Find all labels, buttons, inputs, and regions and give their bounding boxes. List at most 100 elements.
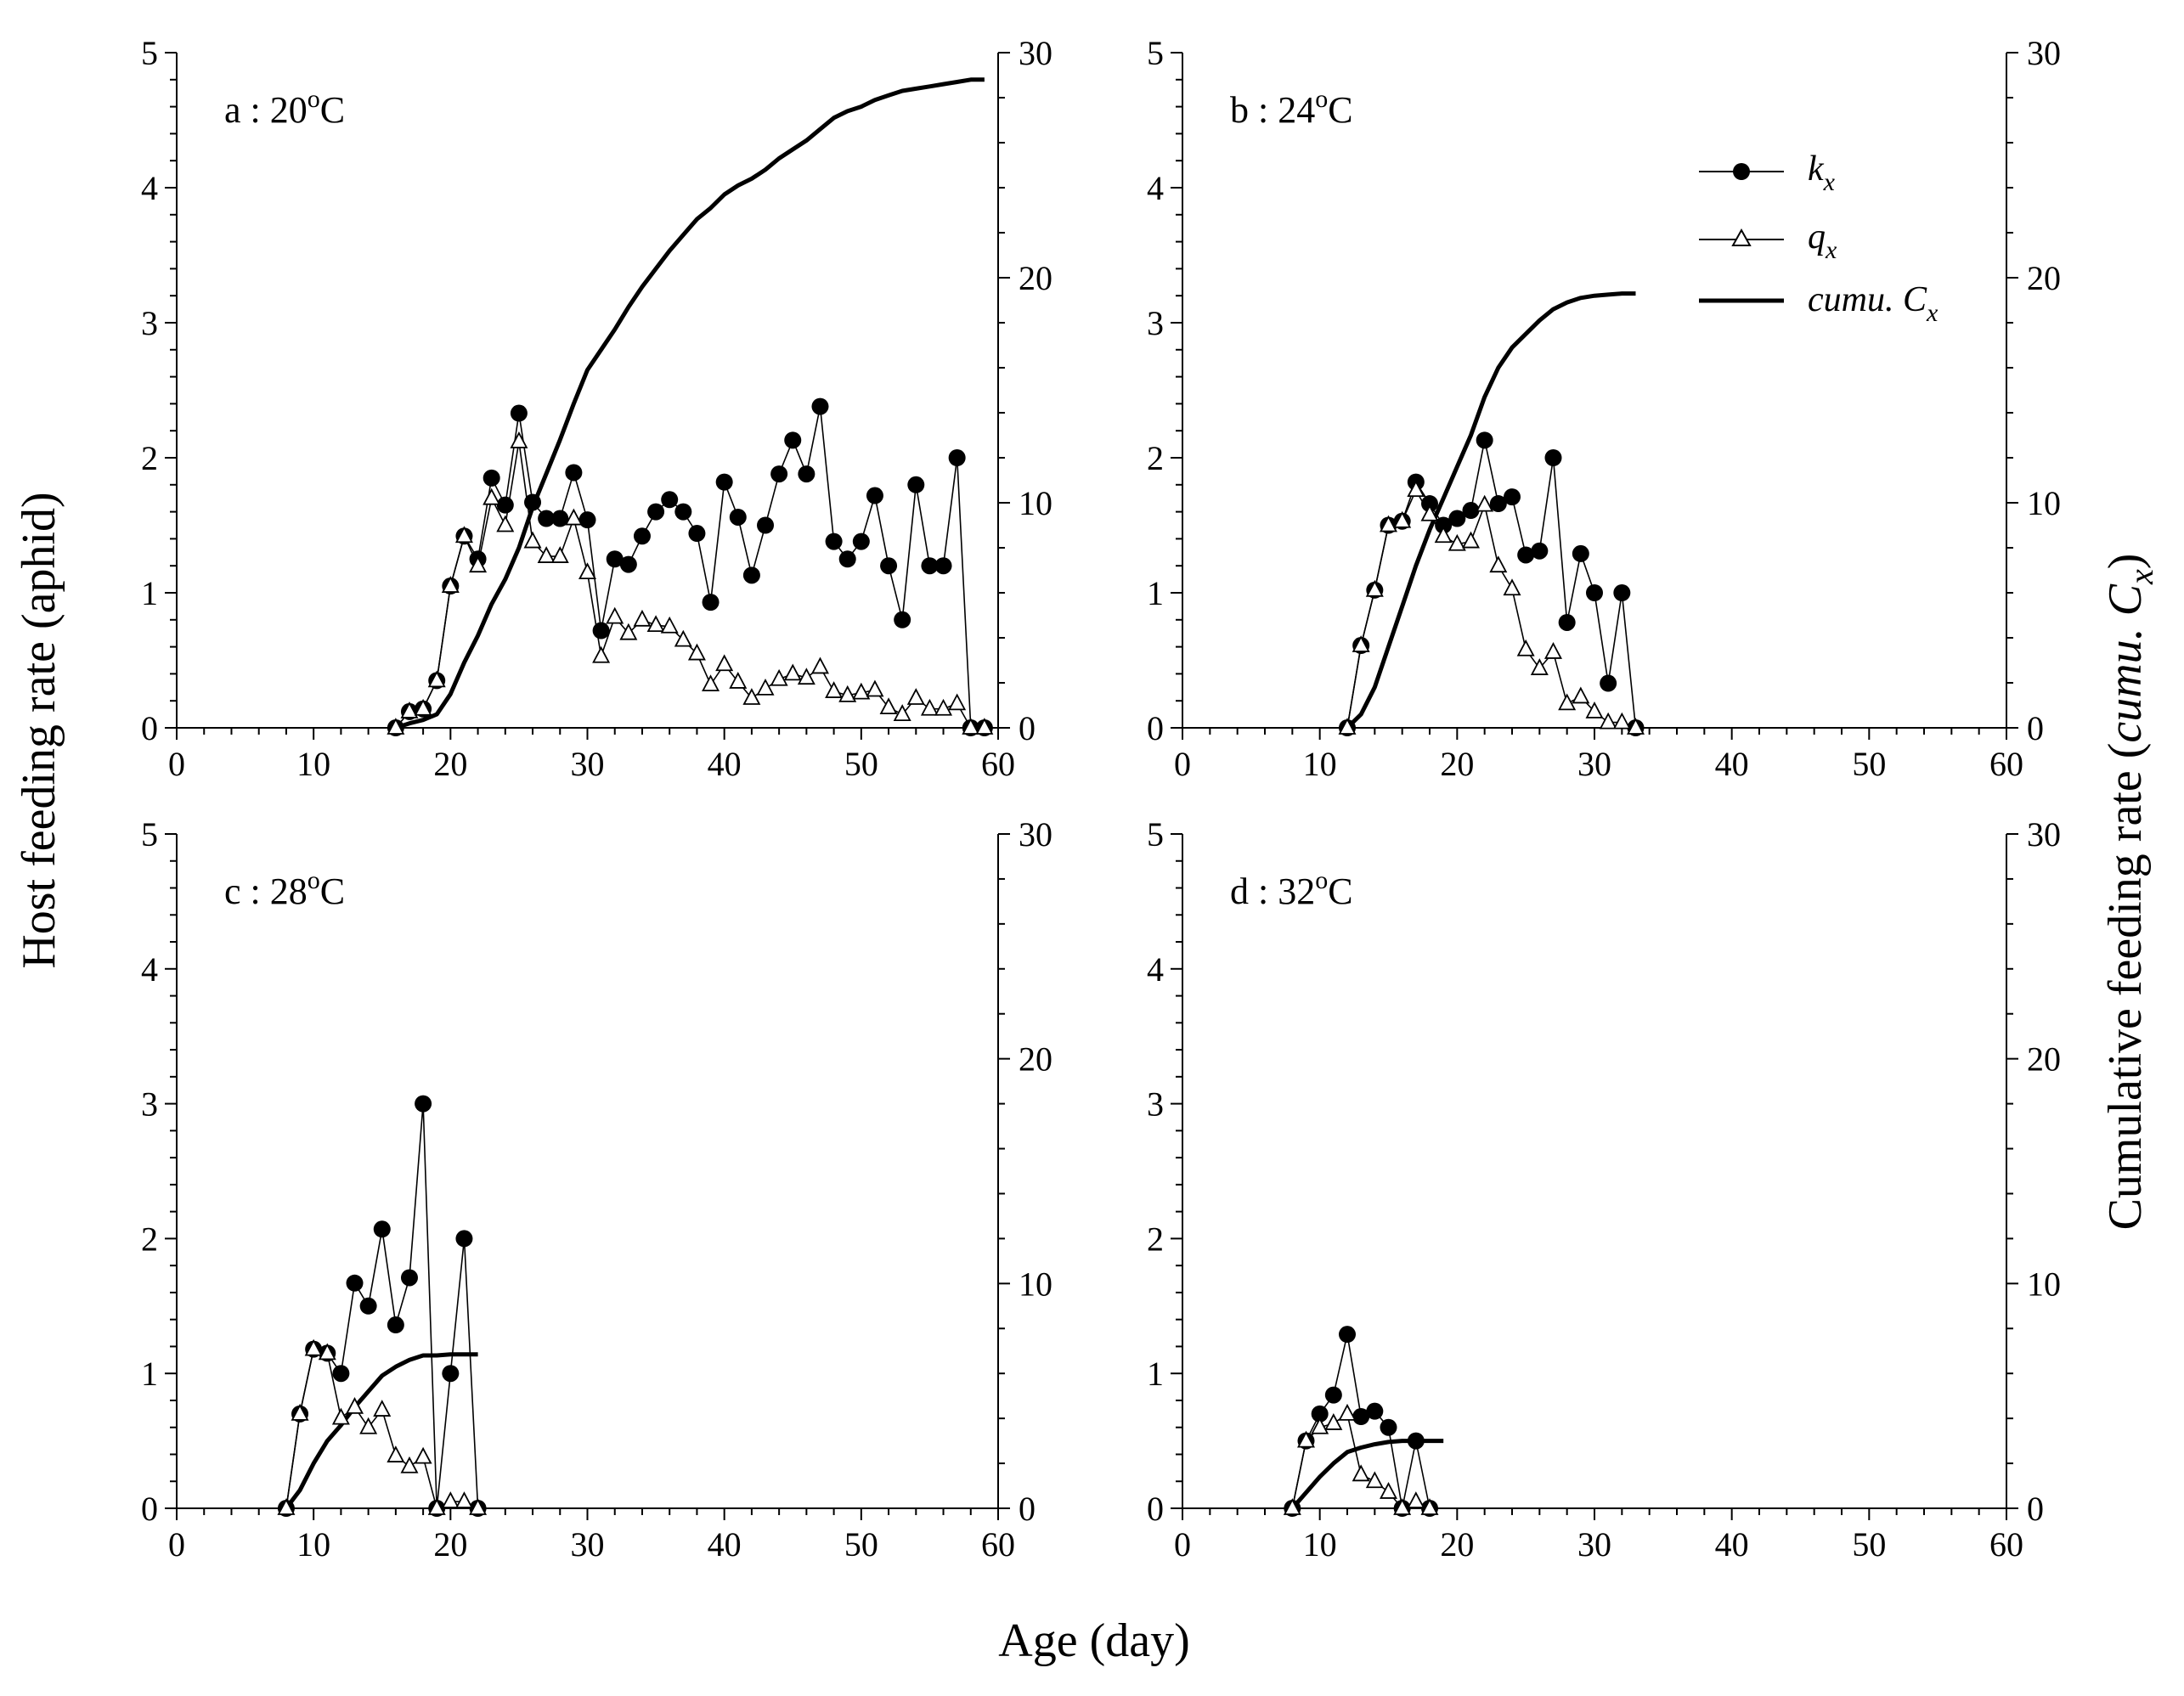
panel-b-qx-point — [1365, 579, 1384, 597]
panel-b-qx-point — [1462, 531, 1480, 549]
panel-a-qx-point — [742, 688, 761, 705]
panel-a-qx-point — [674, 629, 692, 647]
panel-b-y-tick-label-left: 3 — [1147, 304, 1164, 342]
panel-b-y-tick-label-right: 20 — [2027, 259, 2061, 297]
panel-b-kx-point — [1448, 510, 1466, 527]
panel-c-kx-point — [359, 1297, 377, 1315]
panel-c-x-tick-label: 50 — [844, 1525, 878, 1564]
panel-a-kx-point — [619, 555, 637, 573]
panel-a-kx-point — [551, 510, 569, 527]
panel-b-kx-point — [1421, 495, 1438, 513]
panel-b-x-tick-label: 0 — [1174, 745, 1191, 783]
panel-b-y-tick-label-right: 10 — [2027, 484, 2061, 522]
panel-b-qx-point — [1489, 555, 1508, 573]
panel-a-x-tick-label: 50 — [844, 745, 878, 783]
panel-a-kx-point — [880, 557, 898, 575]
panel-a-kx-point — [838, 550, 856, 568]
panel-b-qx-point — [1585, 701, 1604, 718]
panel-a-qx-point — [962, 718, 980, 735]
panel-b-qx-point — [1380, 515, 1397, 532]
panel-a-qx-point — [770, 668, 788, 686]
panel-a-kx-point — [715, 473, 733, 491]
panel-a-qx-point — [523, 531, 542, 549]
panel-b-y-tick-label-left: 5 — [1147, 34, 1164, 72]
panel-a-x-tick-label: 40 — [708, 745, 742, 783]
panel-b-kx-point — [1504, 488, 1521, 506]
panel-c-y-tick-label-left: 0 — [141, 1490, 158, 1528]
panel-d-y-tick-label-left: 5 — [1147, 815, 1164, 854]
panel-a-qx-point — [810, 656, 829, 674]
panel-c-qx-point — [441, 1491, 460, 1508]
panel-d-kx-point — [1407, 1432, 1425, 1450]
panel-d-qx-point — [1338, 1403, 1357, 1421]
panel-a-qx-point — [920, 698, 939, 716]
panel-c-cumu-line — [284, 1352, 478, 1510]
panel-a-kx-point — [510, 404, 528, 422]
panel-c-qx-point — [427, 1498, 446, 1515]
panel-c-kx-point — [387, 1316, 404, 1334]
panel-a-qx-point — [783, 663, 802, 681]
panel-d-kx-point — [1311, 1405, 1329, 1423]
panel-a-kx-point — [784, 431, 802, 449]
panel-a-qx-point — [454, 526, 473, 544]
panel-a-qx-point — [537, 546, 556, 563]
panel-c-x-tick-label: 20 — [433, 1525, 467, 1564]
panel-a-qx-point — [866, 679, 884, 697]
panel-a-label: a : 20oC — [224, 85, 345, 131]
panel-c-qx-point — [331, 1407, 350, 1425]
panel-a-y-tick-label-left: 5 — [141, 34, 158, 72]
panel-b-qx-point — [1516, 639, 1535, 656]
panel-a-qx-point — [469, 555, 488, 573]
panel-b-kx-point — [1531, 542, 1549, 560]
panel-b-kx-point — [1600, 674, 1617, 692]
panel-c-qx-point — [469, 1498, 488, 1515]
panel-a-qx-point — [756, 678, 775, 696]
panel-b-qx-point — [1434, 526, 1453, 544]
panel-a-qx-point — [948, 693, 967, 711]
panel-a-qx-line — [395, 441, 985, 729]
panel-a-qx-point — [825, 681, 844, 698]
panel-a-kx-point — [538, 510, 556, 527]
panel-b-y-tick-label-left: 2 — [1147, 439, 1164, 477]
panel-b-qx-point — [1393, 510, 1412, 528]
panel-a-qx-point — [893, 704, 911, 721]
panel-a-y-tick-label-left: 3 — [141, 304, 158, 342]
panel-c-y-tick-label-left: 1 — [141, 1355, 158, 1393]
panel-b-label: b : 24oC — [1230, 85, 1353, 131]
panel-c-x-tick-label: 60 — [981, 1525, 1015, 1564]
panel-b-qx-point — [1599, 712, 1617, 730]
panel-a-qx-point — [387, 718, 405, 735]
legend-q-marker — [1731, 228, 1752, 246]
panel-a-kx-point — [770, 465, 788, 483]
panel-c-qx-point — [318, 1343, 336, 1361]
panel-a-kx-point — [592, 622, 610, 640]
panel-d-x-tick-label: 0 — [1174, 1525, 1191, 1564]
panel-a-qx-point — [879, 697, 898, 715]
panel-d-y-tick-label-right: 30 — [2027, 815, 2061, 854]
panel-a-qx-point — [400, 701, 419, 718]
panel-c-qx-point — [400, 1456, 419, 1473]
panel-d-y-tick-label-left: 2 — [1147, 1220, 1164, 1258]
panel-d-y-tick-label-right: 10 — [2027, 1265, 2061, 1303]
panel-a-qx-point — [606, 606, 624, 624]
panel-a-qx-point — [646, 615, 665, 633]
panel-a-qx-point — [550, 546, 569, 563]
panel-a-kx-point — [524, 493, 542, 511]
y-axis-title-right: Cumulative feeding rate (cumu. Cx) — [2099, 554, 2160, 1231]
panel-c-qx-point — [414, 1446, 432, 1464]
legend-item-q: qx — [1699, 217, 1837, 264]
panel-a-kx-point — [647, 503, 665, 521]
panel-c-y-tick-label-left: 4 — [141, 950, 158, 989]
panel-c-qx-point — [387, 1445, 405, 1462]
legend: kx qx cumu. Cx — [1699, 149, 1939, 327]
panel-d-qx-point — [1352, 1464, 1370, 1482]
panel-a-qx-point — [660, 616, 679, 634]
panel-d-y-tick-label-right: 0 — [2027, 1490, 2044, 1528]
panel-c-qx-point — [373, 1400, 392, 1417]
panel-a-qx-point — [906, 688, 925, 705]
panel-a-y-tick-label-left: 1 — [141, 574, 158, 612]
panel-c-x-tick-label: 10 — [296, 1525, 330, 1564]
